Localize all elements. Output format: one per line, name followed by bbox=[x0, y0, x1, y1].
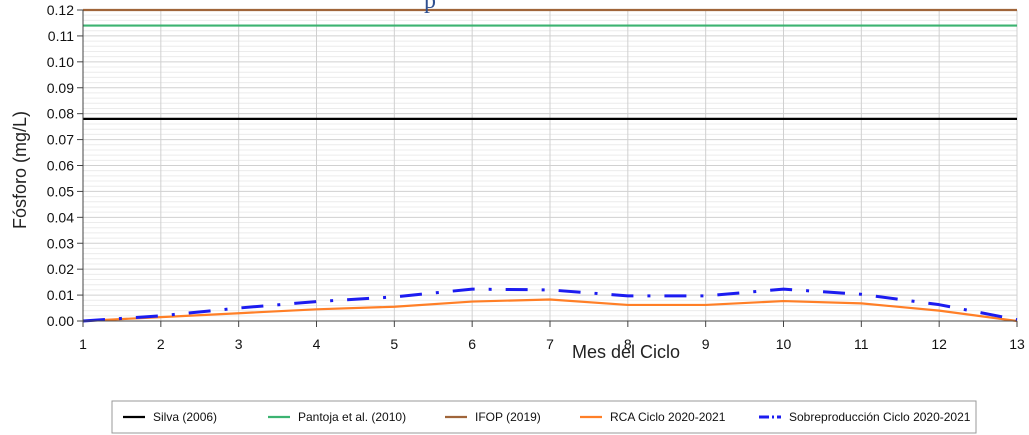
y-tick-label: 0.03 bbox=[47, 235, 74, 251]
axis-layer: 0.00 0.01 0.02 0.03 0.04 0.05 0.06 0.07 0.08 0.09… bbox=[47, 2, 1025, 352]
y-tick-label: 0.11 bbox=[48, 28, 74, 44]
grid-layer bbox=[82, 9, 1018, 322]
y-tick-label: 0.12 bbox=[47, 2, 74, 18]
y-tick-label: 0.06 bbox=[47, 158, 74, 174]
x-tick-label: 9 bbox=[702, 336, 710, 352]
x-tick-label: 10 bbox=[776, 336, 792, 352]
series-layer bbox=[82, 8, 1018, 323]
series-line-4 bbox=[82, 298, 1018, 323]
y-tick-label: 0.04 bbox=[47, 209, 74, 225]
y-axis-title: Fósforo (mg/L) bbox=[10, 111, 30, 229]
x-tick-label: 6 bbox=[468, 336, 476, 352]
x-tick-label: 3 bbox=[235, 336, 243, 352]
legend-frame bbox=[111, 400, 977, 434]
legend: Silva (2006) Pantoja et al. (2010) IFOP (2… bbox=[111, 400, 977, 434]
x-tick-label: 12 bbox=[931, 336, 947, 352]
y-tick-label: 0.05 bbox=[47, 183, 74, 199]
x-tick-label: 1 bbox=[79, 336, 87, 352]
x-tick-label: 5 bbox=[390, 336, 398, 352]
y-tick-label: 0.09 bbox=[47, 80, 74, 96]
legend-label-4: RCA Ciclo 2020-2021 bbox=[610, 410, 726, 424]
legend-label-2: Pantoja et al. (2010) bbox=[298, 410, 406, 424]
legend-label-1: Silva (2006) bbox=[153, 410, 217, 424]
x-axis-title: Mes del Ciclo bbox=[572, 342, 680, 362]
x-tick-label: 8 bbox=[624, 336, 632, 352]
y-tick-label: 0.00 bbox=[47, 313, 74, 329]
y-tick-label: 0.02 bbox=[47, 261, 74, 277]
series-line-5 bbox=[82, 287, 1018, 323]
y-tick-label: 0.07 bbox=[47, 132, 74, 148]
x-tick-label: 13 bbox=[1009, 336, 1025, 352]
x-tick-label: 7 bbox=[546, 336, 554, 352]
chart-title-fragment: p bbox=[424, 0, 436, 14]
y-tick-label: 0.10 bbox=[47, 54, 74, 70]
y-tick-label: 0.01 bbox=[47, 287, 74, 303]
x-tick-label: 2 bbox=[157, 336, 165, 352]
x-tick-label: 4 bbox=[313, 336, 321, 352]
legend-items: Silva (2006) Pantoja et al. (2010) IFOP (2… bbox=[123, 410, 971, 424]
legend-label-5: Sobreproducción Ciclo 2020-2021 bbox=[789, 410, 971, 424]
x-tick-label: 11 bbox=[854, 336, 869, 352]
y-tick-label: 0.08 bbox=[47, 106, 74, 122]
legend-label-3: IFOP (2019) bbox=[475, 410, 541, 424]
